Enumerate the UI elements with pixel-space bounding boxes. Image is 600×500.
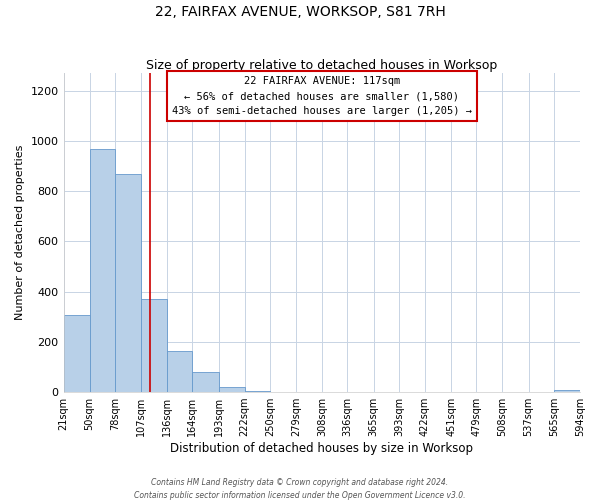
Bar	[167, 350, 193, 392]
Y-axis label: Number of detached properties: Number of detached properties	[15, 145, 25, 320]
Bar	[115, 174, 141, 392]
Bar	[89, 148, 115, 392]
Bar	[141, 299, 167, 392]
X-axis label: Distribution of detached houses by size in Worksop: Distribution of detached houses by size …	[170, 442, 473, 455]
Text: Contains HM Land Registry data © Crown copyright and database right 2024.
Contai: Contains HM Land Registry data © Crown c…	[134, 478, 466, 500]
Bar	[193, 372, 218, 392]
Text: 22 FAIRFAX AVENUE: 117sqm
← 56% of detached houses are smaller (1,580)
43% of se: 22 FAIRFAX AVENUE: 117sqm ← 56% of detac…	[172, 76, 472, 116]
Bar	[64, 315, 89, 392]
Title: Size of property relative to detached houses in Worksop: Size of property relative to detached ho…	[146, 59, 497, 72]
Bar	[554, 390, 580, 392]
Text: 22, FAIRFAX AVENUE, WORKSOP, S81 7RH: 22, FAIRFAX AVENUE, WORKSOP, S81 7RH	[155, 5, 445, 19]
Bar	[218, 386, 245, 392]
